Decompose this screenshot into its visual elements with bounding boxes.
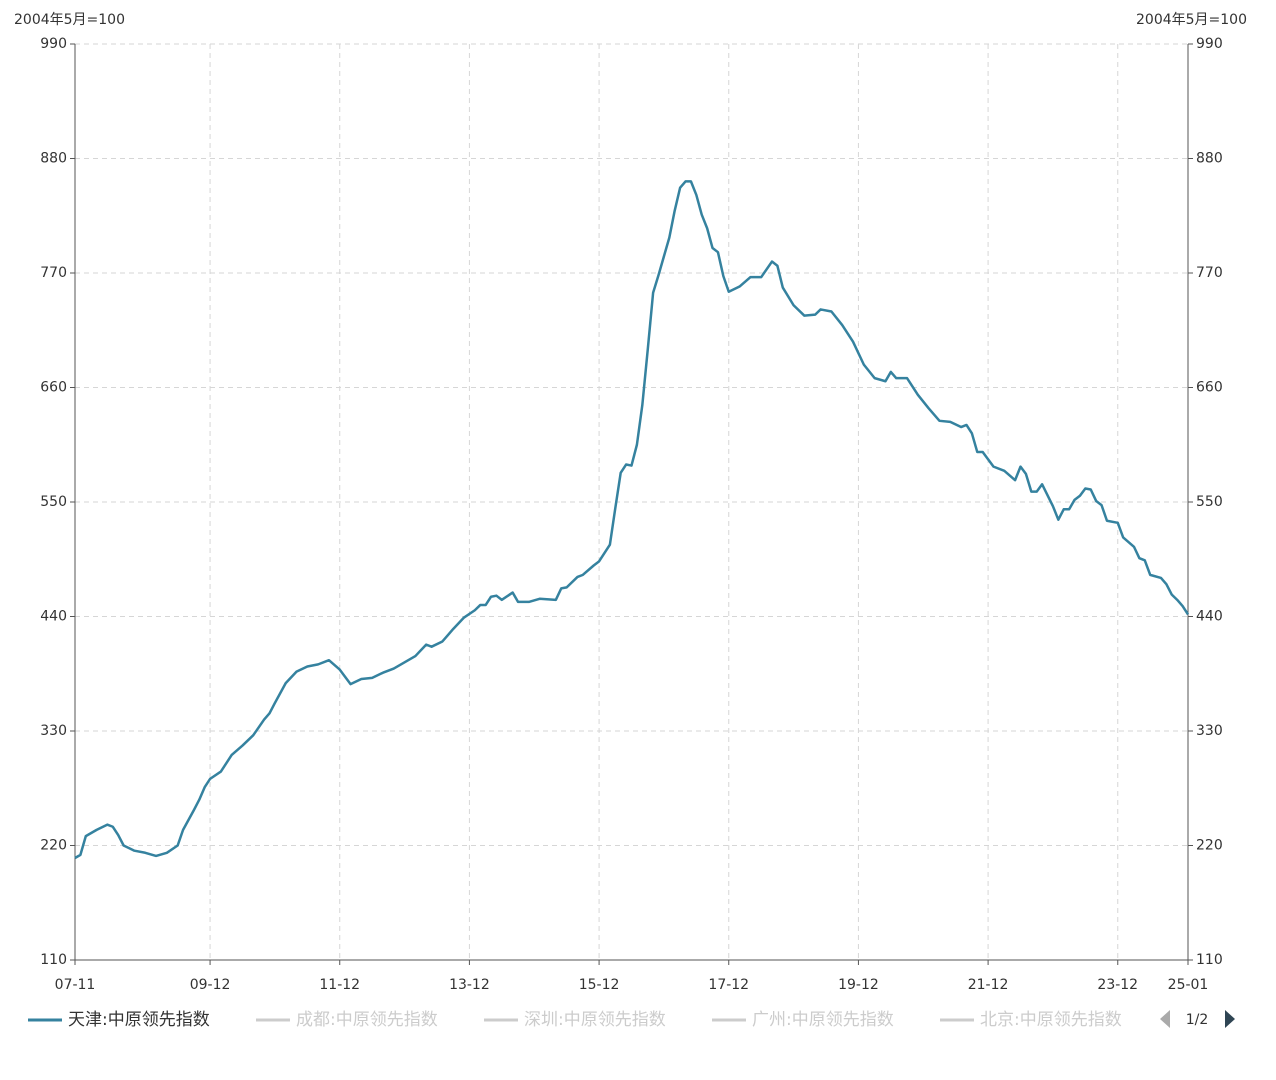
legend-next[interactable] [1225, 1010, 1235, 1028]
y2-tick-label: 440 [1196, 609, 1223, 625]
x-tick-label: 07-11 [55, 977, 96, 993]
legend-prev[interactable] [1160, 1010, 1170, 1028]
x-tick-label: 25-01 [1168, 977, 1209, 993]
legend-label: 成都:中原领先指数 [296, 1010, 438, 1030]
data-line [74, 180, 1190, 860]
legend-label: 深圳:中原领先指数 [524, 1010, 666, 1030]
y-tick-label: 330 [40, 723, 67, 739]
y2-tick-label: 220 [1196, 838, 1223, 854]
y-tick-label: 660 [40, 380, 67, 396]
y-tick-label: 110 [40, 952, 67, 968]
x-tick-label: 23-12 [1097, 977, 1138, 993]
x-tick-label: 15-12 [579, 977, 620, 993]
x-tick-label: 21-12 [968, 977, 1009, 993]
y-tick-label: 990 [40, 36, 67, 52]
y-tick-label: 880 [40, 151, 67, 167]
y2-axis-title: 2004年5月=100 [1136, 12, 1247, 28]
y-tick-label: 550 [40, 494, 67, 510]
legend-label: 天津:中原领先指数 [68, 1010, 210, 1030]
y2-tick-label: 990 [1196, 36, 1223, 52]
legend-page: 1/2 [1186, 1012, 1209, 1028]
x-tick-label: 19-12 [838, 977, 879, 993]
y-tick-label: 440 [40, 609, 67, 625]
y2-tick-label: 770 [1196, 265, 1223, 281]
y2-tick-label: 330 [1196, 723, 1223, 739]
legend-label: 广州:中原领先指数 [752, 1010, 894, 1030]
x-tick-label: 17-12 [708, 977, 749, 993]
y-axis-title: 2004年5月=100 [14, 12, 125, 28]
x-tick-label: 11-12 [319, 977, 360, 993]
y2-tick-label: 660 [1196, 380, 1223, 396]
y2-tick-label: 880 [1196, 151, 1223, 167]
y2-tick-label: 110 [1196, 952, 1223, 968]
x-tick-label: 13-12 [449, 977, 490, 993]
legend: 天津:中原领先指数 成都:中原领先指数 深圳:中原领先指数 广州:中原领先指数 北京:中… [28, 1010, 1122, 1030]
x-tick-label: 09-12 [190, 977, 231, 993]
y-tick-label: 220 [40, 838, 67, 854]
y-tick-label: 770 [40, 265, 67, 281]
y2-tick-label: 550 [1196, 494, 1223, 510]
legend-label: 北京:中原领先指数 [980, 1010, 1122, 1030]
